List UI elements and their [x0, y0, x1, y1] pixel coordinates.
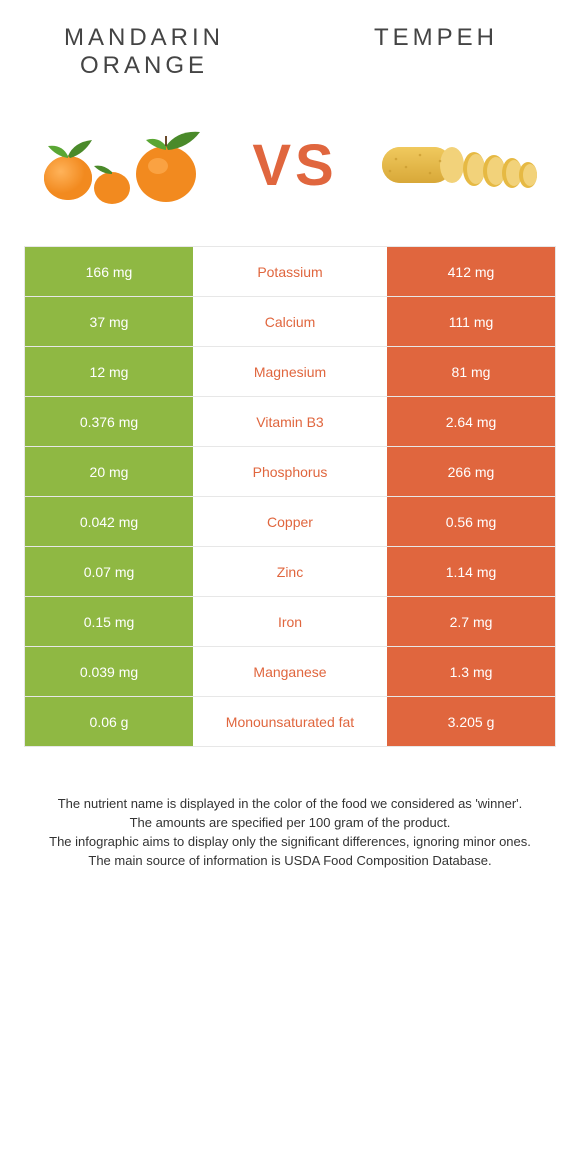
right-value-cell: 412 mg — [387, 247, 555, 296]
nutrient-name-cell: Vitamin B3 — [193, 397, 387, 446]
table-row: 0.06 gMonounsaturated fat3.205 g — [25, 697, 555, 747]
table-row: 12 mgMagnesium81 mg — [25, 347, 555, 397]
left-food-title: Mandarin orange — [44, 24, 244, 80]
table-row: 37 mgCalcium111 mg — [25, 297, 555, 347]
left-value-cell: 0.039 mg — [25, 647, 193, 696]
left-value-cell: 37 mg — [25, 297, 193, 346]
tempeh-icon — [376, 125, 546, 205]
hero-row: VS — [24, 120, 556, 246]
header-row: Mandarin orange Tempeh — [24, 24, 556, 80]
left-value-cell: 12 mg — [25, 347, 193, 396]
left-value-cell: 20 mg — [25, 447, 193, 496]
comparison-table: 166 mgPotassium412 mg37 mgCalcium111 mg1… — [24, 246, 556, 747]
table-row: 166 mgPotassium412 mg — [25, 247, 555, 297]
right-value-cell: 1.14 mg — [387, 547, 555, 596]
nutrient-name-cell: Manganese — [193, 647, 387, 696]
nutrient-name-cell: Phosphorus — [193, 447, 387, 496]
footnote-line: The nutrient name is displayed in the co… — [30, 795, 550, 814]
left-value-cell: 166 mg — [25, 247, 193, 296]
right-value-cell: 2.7 mg — [387, 597, 555, 646]
right-food-title: Tempeh — [336, 24, 536, 52]
right-value-cell: 111 mg — [387, 297, 555, 346]
table-row: 20 mgPhosphorus266 mg — [25, 447, 555, 497]
vs-label: VS — [252, 132, 337, 199]
table-row: 0.039 mgManganese1.3 mg — [25, 647, 555, 697]
mandarin-orange-icon — [34, 120, 214, 210]
nutrient-name-cell: Zinc — [193, 547, 387, 596]
footnote-line: The infographic aims to display only the… — [30, 833, 550, 852]
footnote-line: The amounts are specified per 100 gram o… — [30, 814, 550, 833]
table-row: 0.042 mgCopper0.56 mg — [25, 497, 555, 547]
table-row: 0.15 mgIron2.7 mg — [25, 597, 555, 647]
nutrient-name-cell: Iron — [193, 597, 387, 646]
footnote-line: The main source of information is USDA F… — [30, 852, 550, 871]
right-value-cell: 2.64 mg — [387, 397, 555, 446]
infographic-container: Mandarin orange Tempeh — [0, 0, 580, 890]
left-value-cell: 0.15 mg — [25, 597, 193, 646]
nutrient-name-cell: Monounsaturated fat — [193, 697, 387, 746]
right-value-cell: 81 mg — [387, 347, 555, 396]
nutrient-name-cell: Copper — [193, 497, 387, 546]
left-value-cell: 0.042 mg — [25, 497, 193, 546]
left-value-cell: 0.07 mg — [25, 547, 193, 596]
nutrient-name-cell: Calcium — [193, 297, 387, 346]
table-row: 0.376 mgVitamin B32.64 mg — [25, 397, 555, 447]
right-value-cell: 3.205 g — [387, 697, 555, 746]
left-value-cell: 0.06 g — [25, 697, 193, 746]
left-value-cell: 0.376 mg — [25, 397, 193, 446]
right-value-cell: 1.3 mg — [387, 647, 555, 696]
table-row: 0.07 mgZinc1.14 mg — [25, 547, 555, 597]
nutrient-name-cell: Magnesium — [193, 347, 387, 396]
right-value-cell: 266 mg — [387, 447, 555, 496]
footnotes: The nutrient name is displayed in the co… — [24, 795, 556, 870]
right-value-cell: 0.56 mg — [387, 497, 555, 546]
nutrient-name-cell: Potassium — [193, 247, 387, 296]
